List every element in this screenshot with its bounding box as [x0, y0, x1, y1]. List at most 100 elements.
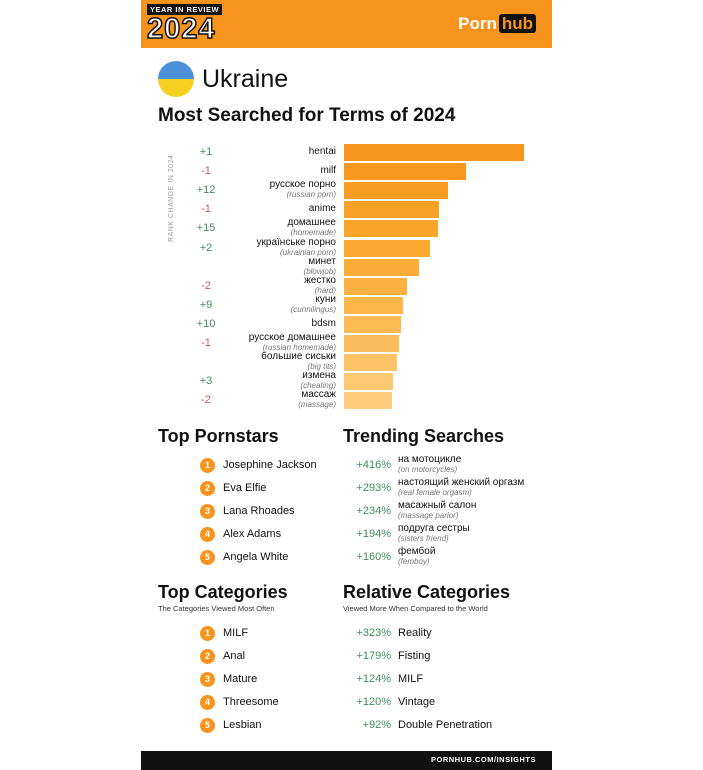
- pornstars-title: Top Pornstars: [158, 426, 279, 446]
- list-item-name[interactable]: Alex Adams: [223, 528, 282, 540]
- rank-badge: 1: [200, 626, 215, 641]
- rank-badge: 4: [200, 695, 215, 710]
- trend-term[interactable]: фембой (femboy): [398, 546, 435, 566]
- relative-title: Relative Categories: [343, 582, 511, 602]
- term-label: русское порно: [269, 179, 336, 190]
- chart-bar: [344, 259, 419, 276]
- search-term: русское порно (russian porn): [270, 179, 336, 199]
- term-label: минет: [308, 256, 336, 267]
- rank-change: -1: [201, 337, 211, 349]
- chart-bar: [344, 182, 448, 199]
- relative-percent: +120%: [356, 696, 391, 708]
- relative-percent: +179%: [356, 650, 391, 662]
- trend-term-translation: (sisters friend): [398, 534, 449, 543]
- list-item-name[interactable]: Mature: [223, 673, 258, 685]
- term-label: куни: [315, 294, 336, 305]
- trend-term-label: фембой: [398, 546, 436, 557]
- relative-subtitle: Viewed More When Compared to the World: [343, 604, 488, 613]
- trend-term[interactable]: настоящий женский оргазм (real female org…: [398, 477, 524, 497]
- chart-bar: [344, 297, 403, 314]
- term-label: массаж: [301, 389, 336, 400]
- list-item-name[interactable]: Angela White: [223, 551, 289, 563]
- chart-bar: [344, 201, 439, 218]
- relative-name[interactable]: Double Penetration: [398, 719, 493, 731]
- search-term: измена (cheating): [300, 370, 336, 390]
- search-term: домашнее (homemade): [287, 217, 336, 237]
- search-term: массаж (massage): [298, 389, 336, 409]
- header-banner: YEAR IN REVIEW 2024 Porn hub: [141, 0, 552, 48]
- chart-row: -2 жестко (hard): [141, 275, 552, 296]
- term-translation: (big tits): [307, 362, 336, 371]
- term-label: большие сиськи: [261, 351, 336, 362]
- relative-name[interactable]: MILF: [398, 673, 424, 685]
- chart-bar: [344, 354, 397, 371]
- term-label: русское домашнее: [248, 332, 336, 343]
- term-label: hentai: [308, 146, 336, 157]
- search-term: куни (cunnilingus): [291, 294, 336, 314]
- term-translation: (cunnilingus): [290, 305, 336, 314]
- term-translation: (homemade): [290, 228, 336, 237]
- term-translation: (hard): [314, 286, 336, 295]
- term-label: измена: [302, 370, 336, 381]
- rank-change: +2: [199, 242, 213, 254]
- trend-term-label: подруга сестры: [398, 523, 470, 534]
- brand-logo[interactable]: Porn hub: [458, 14, 536, 34]
- rank-badge: 3: [200, 504, 215, 519]
- list-item-name[interactable]: Anal: [223, 650, 246, 662]
- search-term: жестко (hard): [304, 275, 336, 295]
- trending-title: Trending Searches: [343, 426, 505, 446]
- relative-name[interactable]: Vintage: [398, 696, 436, 708]
- badge-year: 2024: [146, 13, 216, 45]
- rank-badge: 1: [200, 458, 215, 473]
- trend-percent: +194%: [356, 528, 391, 540]
- search-term: bdsm: [312, 318, 336, 329]
- chart-row: -1 русское домашнее (russian homemade): [141, 332, 552, 353]
- footer-link[interactable]: PORNHUB.COM/INSIGHTS: [430, 755, 536, 764]
- rank-badge: 4: [200, 527, 215, 542]
- rank-change: +10: [196, 318, 216, 330]
- relative-name[interactable]: Reality: [398, 627, 432, 639]
- term-label: bdsm: [311, 318, 336, 329]
- trend-term-translation: (real female orgasm): [398, 488, 472, 497]
- rank-change: -2: [201, 280, 211, 292]
- trend-term[interactable]: подруга сестры (sisters friend): [398, 523, 470, 543]
- country-name: Ukraine: [202, 65, 289, 93]
- trend-term[interactable]: на мотоцикле (on motorcycles): [398, 454, 461, 474]
- trend-term-translation: (femboy): [398, 557, 430, 566]
- search-term: большие сиськи (big tits): [261, 351, 336, 371]
- categories-title: Top Categories: [158, 582, 288, 602]
- list-item-name[interactable]: Lesbian: [223, 719, 262, 731]
- term-translation: (cheating): [300, 381, 336, 390]
- list-item-name[interactable]: Threesome: [223, 696, 279, 708]
- list-item-name[interactable]: Eva Elfie: [223, 482, 267, 494]
- chart-row: -2 массаж (massage): [141, 389, 552, 410]
- search-term: минет (blowjob): [304, 256, 336, 276]
- term-label: жестко: [304, 275, 336, 286]
- search-terms-title: Most Searched for Terms of 2024: [158, 105, 456, 126]
- search-term: українське порно (ukrainian porn): [257, 237, 336, 257]
- trend-term-translation: (massage parlor): [398, 511, 459, 520]
- list-item-name[interactable]: Josephine Jackson: [223, 459, 317, 471]
- chart-bar: [344, 335, 399, 352]
- trend-term[interactable]: масажный салон (massage parlor): [398, 500, 476, 520]
- term-label: anime: [308, 203, 336, 214]
- logo-right: hub: [498, 14, 536, 33]
- trend-term-translation: (on motorcycles): [398, 465, 458, 474]
- rank-change: +3: [199, 375, 213, 387]
- rank-change: +1: [199, 146, 213, 158]
- rank-badge: 3: [200, 672, 215, 687]
- chart-row: +10 bdsm: [141, 315, 552, 334]
- term-translation: (massage): [298, 400, 336, 409]
- trend-term-label: настоящий женский оргазм: [398, 477, 525, 488]
- badge-top-text: YEAR IN REVIEW: [147, 4, 223, 15]
- relative-name[interactable]: Fisting: [398, 650, 431, 662]
- footer-bar: PORNHUB.COM/INSIGHTS: [141, 751, 552, 770]
- list-item-name[interactable]: MILF: [223, 627, 249, 639]
- term-translation: (ukrainian porn): [279, 248, 336, 257]
- relative-percent: +124%: [356, 673, 391, 685]
- rank-change: -1: [201, 203, 211, 215]
- search-term: русское домашнее (russian homemade): [249, 332, 336, 352]
- chart-bar: [344, 373, 393, 390]
- list-item-name[interactable]: Lana Rhoades: [223, 505, 295, 517]
- rank-badge: 2: [200, 481, 215, 496]
